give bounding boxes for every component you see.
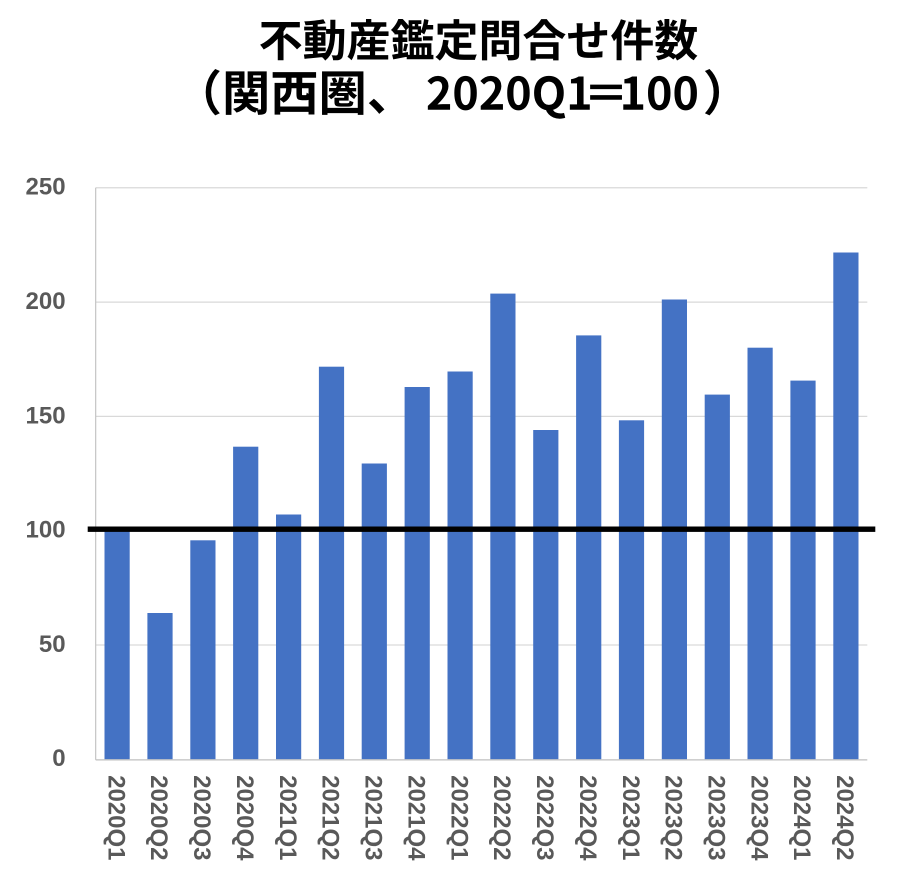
svg-text:250: 250 bbox=[26, 174, 66, 201]
svg-text:2021Q3: 2021Q3 bbox=[360, 775, 387, 860]
svg-text:100: 100 bbox=[26, 517, 66, 544]
svg-text:200: 200 bbox=[26, 288, 66, 315]
svg-text:2022Q3: 2022Q3 bbox=[531, 775, 558, 860]
svg-text:2021Q2: 2021Q2 bbox=[317, 775, 344, 860]
svg-text:2023Q4: 2023Q4 bbox=[745, 775, 772, 861]
svg-text:2020Q1: 2020Q1 bbox=[102, 775, 129, 860]
svg-text:2022Q2: 2022Q2 bbox=[488, 775, 515, 860]
svg-text:2020Q4: 2020Q4 bbox=[231, 775, 258, 861]
svg-text:2023Q3: 2023Q3 bbox=[703, 775, 730, 860]
svg-text:2020Q2: 2020Q2 bbox=[145, 775, 172, 860]
svg-text:2022Q4: 2022Q4 bbox=[574, 775, 601, 861]
svg-text:2024Q2: 2024Q2 bbox=[831, 775, 858, 860]
svg-text:2022Q1: 2022Q1 bbox=[445, 775, 472, 860]
svg-text:2023Q1: 2023Q1 bbox=[617, 775, 644, 860]
svg-text:0: 0 bbox=[52, 745, 65, 772]
svg-text:50: 50 bbox=[39, 631, 66, 658]
svg-text:150: 150 bbox=[26, 402, 66, 429]
svg-text:2021Q1: 2021Q1 bbox=[274, 775, 301, 860]
svg-text:2023Q2: 2023Q2 bbox=[660, 775, 687, 860]
svg-text:2021Q4: 2021Q4 bbox=[402, 775, 429, 861]
svg-text:2024Q1: 2024Q1 bbox=[788, 775, 815, 860]
svg-text:2020Q3: 2020Q3 bbox=[188, 775, 215, 860]
